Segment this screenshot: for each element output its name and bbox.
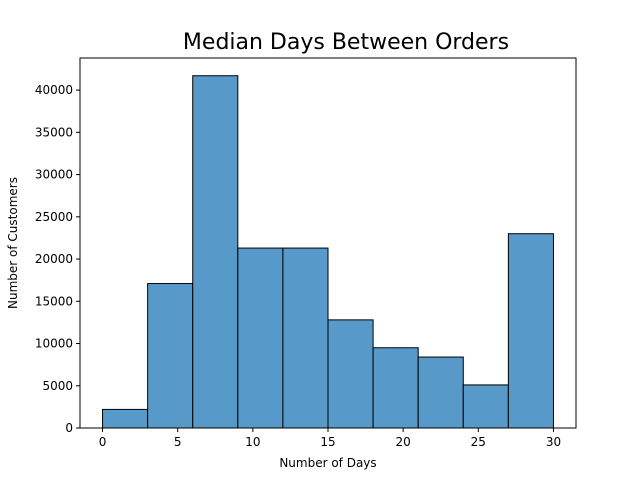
histogram-bar	[417, 356, 464, 429]
histogram-bar	[282, 247, 329, 429]
y-tick-label: 25000	[35, 210, 73, 224]
y-tick-label: 10000	[35, 337, 73, 351]
plot-frame	[79, 57, 577, 429]
y-axis-label: Number of Customers	[6, 177, 20, 309]
x-tick-label: 0	[99, 435, 107, 449]
y-axis-ticks: 0 5000 10000 15000 20000 25000 30000 35000 40000	[35, 83, 80, 435]
y-tick-label: 20000	[35, 252, 73, 266]
x-axis-ticks: 0 5 10 15 20 25 30	[99, 428, 561, 449]
histogram-bar	[192, 75, 239, 429]
y-tick-label: 30000	[35, 168, 73, 182]
y-tick-label: 15000	[35, 294, 73, 308]
y-tick-label: 35000	[35, 125, 73, 139]
histogram-bar	[147, 283, 194, 429]
histogram-bar	[327, 319, 374, 429]
y-tick-label: 0	[65, 421, 73, 435]
x-axis-label: Number of Days	[279, 456, 376, 470]
y-tick-label: 40000	[35, 83, 73, 97]
x-tick-label: 10	[245, 435, 260, 449]
bars-group	[102, 75, 554, 429]
x-tick-label: 20	[396, 435, 411, 449]
x-tick-label: 5	[174, 435, 182, 449]
y-tick-label: 5000	[42, 379, 73, 393]
x-tick-label: 30	[546, 435, 561, 449]
chart-title: Median Days Between Orders	[183, 30, 509, 55]
histogram-bar	[372, 347, 419, 429]
histogram-bar	[507, 233, 554, 429]
x-tick-label: 25	[471, 435, 486, 449]
x-tick-label: 15	[320, 435, 335, 449]
histogram-bar	[102, 408, 149, 429]
histogram-bar	[462, 384, 509, 429]
histogram-bar	[237, 247, 284, 429]
